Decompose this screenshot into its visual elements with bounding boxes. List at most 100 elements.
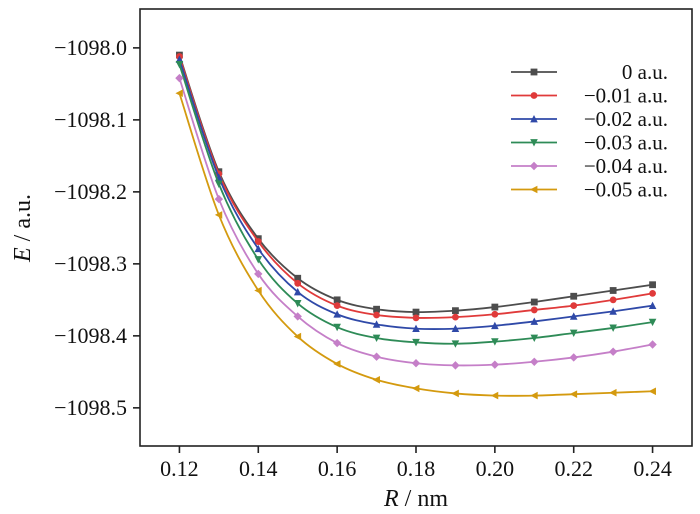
data-point: [373, 305, 380, 313]
series-layer: [175, 51, 657, 400]
data-point: [412, 384, 420, 393]
legend-label: −0.01 a.u.: [584, 84, 668, 108]
legend-label: −0.04 a.u.: [584, 154, 668, 178]
data-point: [530, 317, 539, 325]
data-point: [254, 256, 263, 264]
y-axis-var: E: [10, 247, 36, 263]
x-tick-label: 0.14: [239, 456, 278, 481]
series-1: [176, 53, 656, 322]
y-tick-label: −1098.1: [54, 107, 127, 132]
legend-label: 0 a.u.: [622, 60, 668, 84]
legend: 0 a.u.−0.01 a.u.−0.02 a.u.−0.03 a.u.−0.0…: [511, 60, 668, 202]
data-point: [648, 301, 657, 310]
plot-frame: [139, 8, 693, 447]
data-point: [451, 340, 460, 348]
data-point: [214, 211, 223, 219]
data-point: [491, 321, 499, 330]
data-point: [333, 302, 341, 310]
data-point: [530, 298, 538, 306]
legend-label: −0.03 a.u.: [584, 131, 668, 155]
data-point: [411, 359, 421, 368]
data-point: [412, 338, 420, 347]
legend-item: −0.01 a.u.: [511, 84, 668, 108]
data-point: [293, 287, 302, 296]
series-line: [178, 54, 653, 314]
data-point: [609, 296, 617, 304]
legend-marker: [530, 68, 538, 76]
legend-item: −0.05 a.u.: [511, 178, 668, 202]
data-point: [530, 334, 539, 343]
data-point: [373, 311, 380, 319]
data-point: [254, 244, 263, 253]
data-point: [294, 274, 302, 282]
legend-marker: [529, 161, 539, 171]
data-point: [451, 324, 460, 333]
data-point: [490, 391, 499, 400]
y-axis-ticks: −1098.0 −1098.1 −1098.2 −1098.3 −1098.4 −1098…: [54, 35, 140, 420]
x-tick-label: 0.12: [160, 456, 199, 481]
series-3: [175, 61, 657, 348]
data-point: [333, 296, 341, 304]
series-5: [175, 89, 656, 400]
data-point: [569, 329, 578, 337]
data-point: [648, 340, 657, 349]
legend-item: −0.02 a.u.: [511, 107, 668, 131]
legend-item: −0.04 a.u.: [511, 154, 668, 178]
x-axis-title: R / nm: [383, 486, 448, 512]
x-tick-label: 0.20: [476, 456, 515, 481]
data-point: [332, 338, 342, 348]
data-point: [372, 320, 381, 328]
data-point: [608, 347, 618, 356]
legend-label: −0.02 a.u.: [584, 107, 668, 131]
series-line: [178, 64, 653, 345]
legend-label: −0.05 a.u.: [584, 178, 668, 202]
y-axis-title: E / a.u.: [10, 194, 36, 263]
y-tick-label: −1098.3: [54, 251, 127, 276]
data-point: [215, 180, 223, 188]
data-point: [451, 361, 460, 370]
data-point: [569, 353, 578, 362]
data-point: [648, 387, 656, 396]
data-point: [530, 357, 539, 366]
series-line: [178, 59, 653, 331]
legend-item: 0 a.u.: [511, 60, 668, 84]
data-point: [570, 302, 578, 310]
data-point: [569, 312, 578, 320]
x-tick-label: 0.16: [318, 456, 357, 481]
y-axis-unit: / a.u.: [10, 194, 36, 247]
x-tick-label: 0.24: [633, 456, 672, 481]
legend-marker: [530, 92, 538, 99]
data-point: [609, 287, 617, 294]
data-point: [175, 73, 184, 83]
data-point: [569, 390, 578, 398]
data-point: [491, 310, 499, 318]
data-point: [649, 289, 656, 297]
legend-marker: [530, 139, 538, 147]
data-point: [372, 334, 381, 343]
data-point: [570, 292, 578, 300]
data-point: [254, 238, 262, 245]
data-point: [452, 313, 459, 321]
series-line: [178, 77, 653, 367]
x-tick-label: 0.22: [554, 456, 593, 481]
data-point: [333, 323, 341, 332]
data-point: [214, 194, 224, 204]
data-point: [412, 314, 420, 322]
y-tick-label: −1098.0: [54, 35, 127, 60]
x-axis-unit: / nm: [399, 486, 449, 512]
data-point: [175, 61, 184, 69]
data-point: [530, 391, 538, 400]
data-point: [333, 310, 341, 318]
data-point: [175, 89, 183, 98]
x-axis-ticks: 0.12 0.14 0.16 0.18 0.20 0.22 0.24: [160, 446, 672, 481]
data-point: [372, 375, 380, 384]
data-point: [294, 279, 302, 287]
data-point: [175, 55, 184, 63]
y-tick-label: −1098.5: [54, 395, 127, 420]
data-point: [609, 388, 617, 397]
legend-marker: [530, 185, 538, 194]
data-point: [254, 269, 263, 279]
series-line: [178, 92, 653, 397]
data-point: [649, 281, 656, 289]
